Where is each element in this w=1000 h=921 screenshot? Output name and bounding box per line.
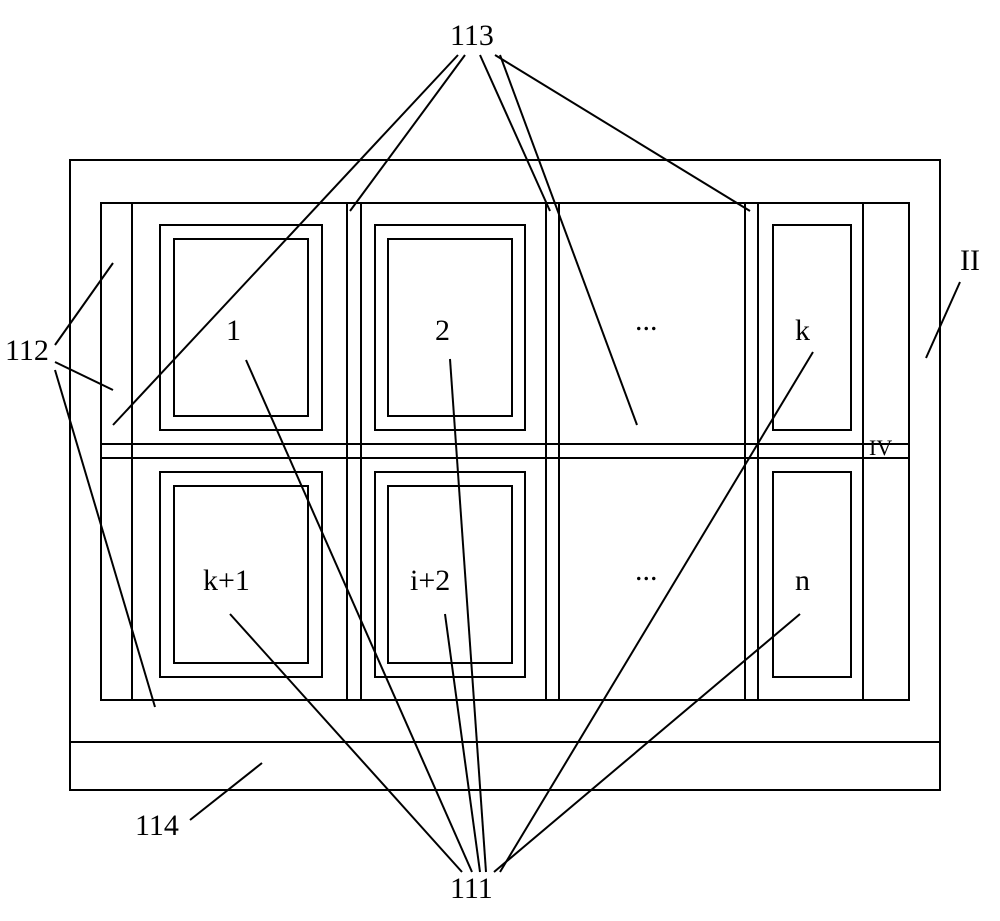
cell-label-c6: ... (635, 554, 658, 587)
cell-label-cn: n (795, 564, 810, 597)
cell-outer-cn (773, 472, 851, 677)
cell-outer-c2 (375, 225, 525, 430)
leader-111-1 (246, 360, 472, 872)
callout-label-114: 114 (135, 809, 179, 842)
cell-label-c1: 1 (226, 314, 241, 347)
callout-label-111: 111 (450, 872, 493, 905)
leader-114-0 (190, 763, 262, 820)
leader-113-4 (500, 55, 637, 425)
cell-inner-c2 (388, 239, 512, 416)
leader-112-0 (55, 263, 113, 345)
callout-label-II: II (960, 244, 980, 277)
cell-label-c2: 2 (435, 314, 450, 347)
cell-label-ck1: k+1 (203, 564, 250, 597)
outer-frame (70, 160, 940, 790)
cell-label-ci2: i+2 (410, 564, 450, 597)
callout-label-IV: IV (869, 435, 892, 460)
callout-label-113: 113 (450, 19, 494, 52)
leader-II-0 (926, 282, 960, 358)
technical-diagram: 1 2... k k+1 i+2... n 113 112 II IV 114 111 (0, 0, 1000, 921)
leader-113-0 (350, 55, 465, 211)
leader-112-1 (55, 362, 113, 390)
leader-113-1 (480, 55, 550, 211)
cell-label-c3: ... (635, 304, 658, 337)
cell-label-ck: k (795, 314, 810, 347)
leader-111-3 (450, 359, 486, 872)
callout-label-112: 112 (5, 334, 49, 367)
leader-113-2 (495, 55, 750, 211)
cell-inner-c1 (174, 239, 308, 416)
cell-outer-c1 (160, 225, 322, 430)
